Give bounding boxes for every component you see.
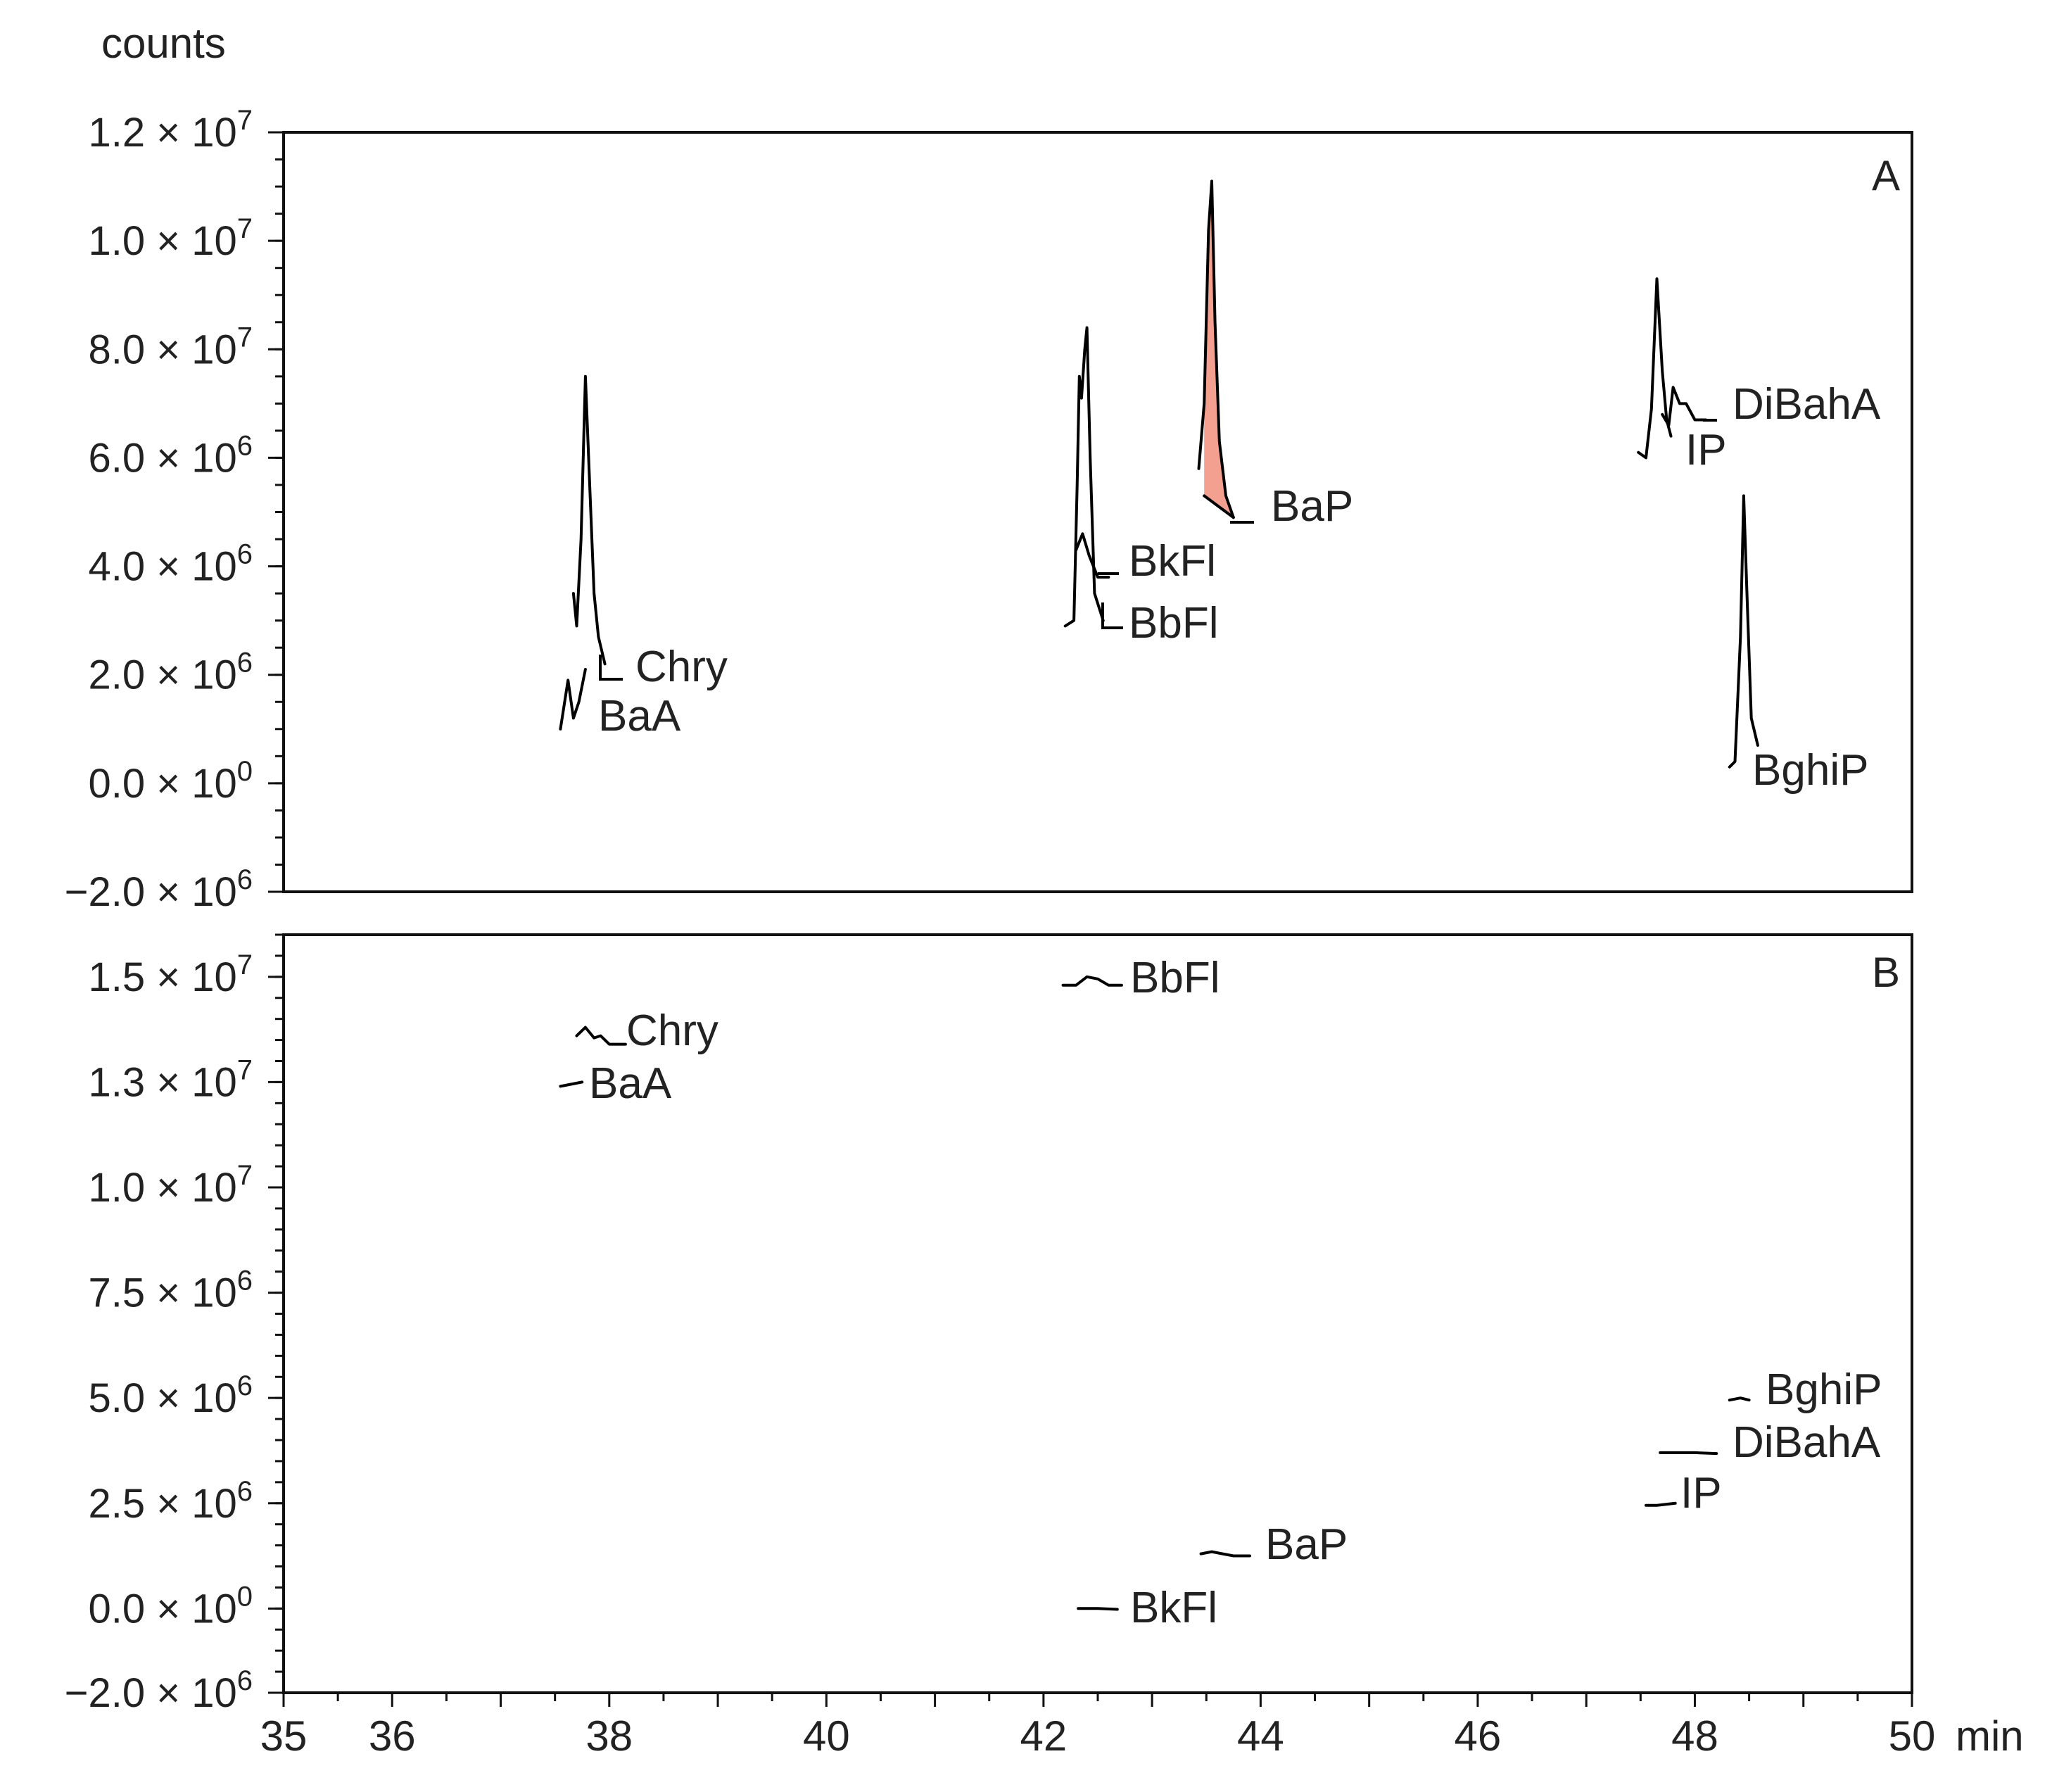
y-tick-label: 1.3 × 107 [89,1054,253,1105]
series-chry: Chry [571,374,728,691]
panel-label: A [1872,152,1900,199]
x-tick-label: 48 [1671,1712,1718,1760]
series-label: BkFl [1129,537,1216,586]
y-tick-label: 1.2 × 107 [89,105,253,156]
label-leader [599,655,623,681]
y-tick-label: −2.0 × 106 [65,1665,253,1716]
series-ip: IP [1637,277,1727,474]
y-axis-label: counts [101,20,226,67]
y-tick-label: −2.0 × 106 [65,864,253,915]
series-label: IP [1685,426,1727,474]
series-label: IP [1680,1469,1722,1517]
series-label: BaA [598,692,681,740]
trace-bghip [1728,494,1759,769]
trace-baa [559,1080,584,1088]
series-label: BbFl [1129,599,1218,648]
trace-bap [1199,1550,1251,1558]
series-bbfl: BbFl [1061,954,1220,1002]
y-tick-label: 5.0 × 106 [89,1370,253,1421]
series-label: BaP [1271,482,1353,531]
series-baa: BaA [559,668,681,740]
trace-baa [559,668,587,731]
y-tick-label: 2.5 × 106 [89,1476,253,1527]
series-bghip: BghiP [1728,494,1868,795]
series-label: Chry [626,1007,718,1055]
series-bghip: BghiP [1728,1365,1882,1414]
y-tick-label: 1.5 × 107 [89,949,253,1000]
series-label: BghiP [1752,746,1868,795]
trace-ip [1645,1501,1677,1507]
series-label: DiBahA [1733,1418,1881,1467]
trace-chry [575,1026,627,1046]
series-bap: BaP [1197,179,1353,531]
panel-label: B [1872,949,1900,996]
series-label: DiBahA [1733,380,1881,429]
series-label: BaA [589,1059,672,1108]
series-bkfl: BkFl [1077,1584,1217,1632]
series-dibaha: DiBahA [1661,380,1881,429]
series-label: BaP [1265,1520,1348,1569]
plot-frame [282,131,1913,893]
series-label: BbFl [1130,954,1220,1002]
x-tick-label: 46 [1455,1712,1502,1760]
series-bkfl: BkFl [1075,532,1216,586]
y-tick-label: 6.0 × 106 [89,430,253,481]
series-bap: BaP [1199,1520,1348,1569]
panel-b: 1.5 × 107 1.3 × 107 1.0 × 107 7.5 × 106 5.0 … [65,933,2024,1760]
series-label: BkFl [1130,1584,1217,1632]
y-tick-label: 4.0 × 106 [89,539,253,590]
x-tick-label: 36 [369,1712,416,1760]
trace-bbfl [1061,975,1123,987]
trace-bap [1197,179,1235,519]
y-tick-label: 0.0 × 100 [89,756,253,807]
trace-dibaha [1661,386,1707,427]
series-bbfl: BbFl [1063,326,1218,648]
x-axis-label: min [1956,1712,2024,1760]
x-tick-label: 35 [260,1712,308,1760]
trace-bbfl [1063,326,1105,628]
plot-frame [282,933,1913,1694]
y-tick-label: 1.0 × 107 [89,1160,253,1211]
series-label: Chry [635,643,728,691]
y-tick-label: 0.0 × 100 [89,1581,253,1632]
series-chry: Chry [575,1007,718,1055]
x-tick-label: 38 [585,1712,633,1760]
bap-peak-area [1204,181,1234,518]
bap-peak-baseline [1203,494,1235,519]
y-tick-label: 1.0 × 107 [89,213,253,264]
series-dibaha: DiBahA [1659,1418,1881,1467]
trace-bghip [1728,1396,1751,1402]
trace-bkfl [1077,1607,1119,1611]
panel-a: 1.2 × 107 1.0 × 107 8.0 × 107 6.0 × 106 4.0 … [65,105,1913,915]
trace-bkfl [1075,532,1110,579]
series-baa: BaA [559,1059,672,1108]
label-leader [1101,602,1123,629]
trace-chry [571,374,607,666]
x-tick-label: 44 [1237,1712,1284,1760]
y-tick-label: 7.5 × 106 [89,1266,253,1316]
series-ip: IP [1645,1469,1722,1517]
x-tick-label: 40 [803,1712,850,1760]
x-tick-label: 50 [1889,1712,1936,1760]
series-label: BghiP [1766,1365,1882,1414]
y-tick-label: 8.0 × 107 [89,322,253,372]
trace-ip [1637,277,1673,460]
y-tick-label: 2.0 × 106 [89,648,253,698]
x-tick-label: 42 [1020,1712,1067,1760]
